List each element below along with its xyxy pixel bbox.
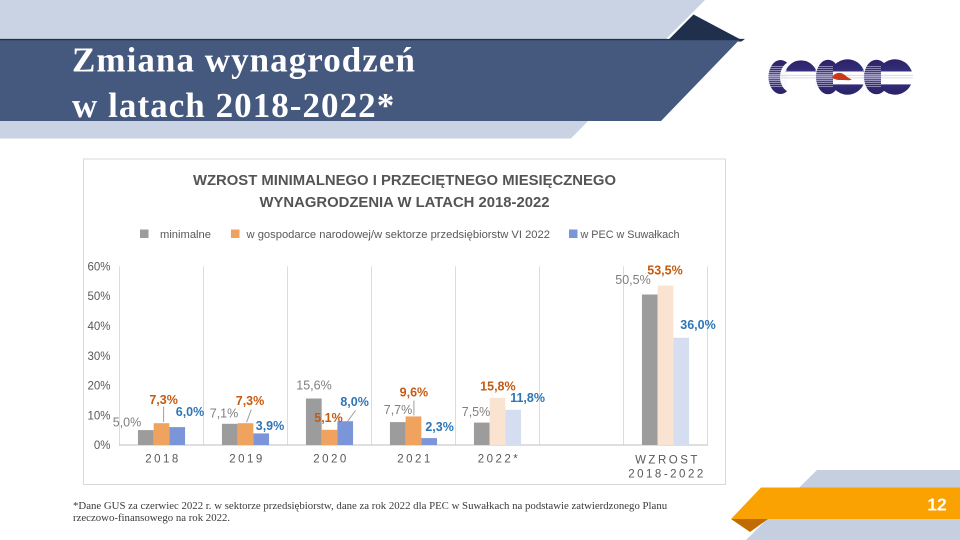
- svg-text:2018-2022: 2018-2022: [628, 469, 706, 481]
- svg-text:9,6%: 9,6%: [400, 386, 429, 400]
- svg-text:2018: 2018: [145, 454, 181, 466]
- svg-text:6,0%: 6,0%: [176, 405, 205, 419]
- svg-text:10%: 10%: [87, 410, 110, 422]
- svg-text:2021: 2021: [397, 454, 433, 466]
- svg-text:WZROST: WZROST: [635, 455, 700, 467]
- svg-text:20%: 20%: [87, 381, 110, 393]
- svg-text:50,5%: 50,5%: [615, 273, 650, 287]
- svg-text:30%: 30%: [87, 351, 110, 363]
- svg-text:*Dane GUS za czerwiec 2022 r.: *Dane GUS za czerwiec 2022 r. w sektorze…: [73, 500, 668, 512]
- svg-text:36,0%: 36,0%: [680, 318, 715, 332]
- svg-text:60%: 60%: [87, 261, 110, 273]
- svg-text:WZROST MINIMALNEGO I PRZECIĘTN: WZROST MINIMALNEGO I PRZECIĘTNEGO MIESIĘ…: [193, 173, 616, 189]
- svg-text:w latach 2018-2022*: w latach 2018-2022*: [72, 86, 395, 125]
- svg-text:WYNAGRODZENIA W LATACH 2018-20: WYNAGRODZENIA W LATACH 2018-2022: [259, 195, 549, 211]
- svg-text:7,3%: 7,3%: [149, 393, 178, 407]
- svg-text:5,0%: 5,0%: [113, 416, 142, 430]
- svg-text:40%: 40%: [87, 321, 110, 333]
- svg-text:2022*: 2022*: [478, 454, 521, 466]
- svg-text:50%: 50%: [87, 291, 110, 303]
- svg-text:8,0%: 8,0%: [340, 395, 369, 409]
- svg-text:w PEC w Suwałkach: w PEC w Suwałkach: [580, 229, 680, 241]
- svg-text:Zmiana wynagrodzeń: Zmiana wynagrodzeń: [72, 41, 416, 80]
- svg-text:minimalne: minimalne: [160, 229, 211, 241]
- svg-text:5,1%: 5,1%: [314, 411, 343, 425]
- svg-text:rzeczowo-finansowego na rok 20: rzeczowo-finansowego na rok 2022.: [73, 512, 230, 524]
- svg-text:53,5%: 53,5%: [647, 264, 682, 278]
- svg-text:15,8%: 15,8%: [480, 379, 515, 393]
- svg-text:2,3%: 2,3%: [425, 420, 454, 434]
- svg-text:11,8%: 11,8%: [510, 391, 545, 405]
- svg-text:7,1%: 7,1%: [210, 407, 239, 421]
- svg-text:7,3%: 7,3%: [236, 394, 265, 408]
- svg-text:2020: 2020: [313, 454, 349, 466]
- svg-text:3,9%: 3,9%: [256, 419, 285, 433]
- svg-text:7,7%: 7,7%: [384, 403, 413, 417]
- svg-text:2019: 2019: [229, 454, 265, 466]
- svg-text:0%: 0%: [94, 440, 111, 452]
- svg-text:12: 12: [927, 495, 947, 515]
- svg-text:15,6%: 15,6%: [296, 379, 331, 393]
- svg-text:w gospodarce narodowej/w sekto: w gospodarce narodowej/w sektorze przeds…: [246, 229, 550, 241]
- svg-text:7,5%: 7,5%: [462, 405, 491, 419]
